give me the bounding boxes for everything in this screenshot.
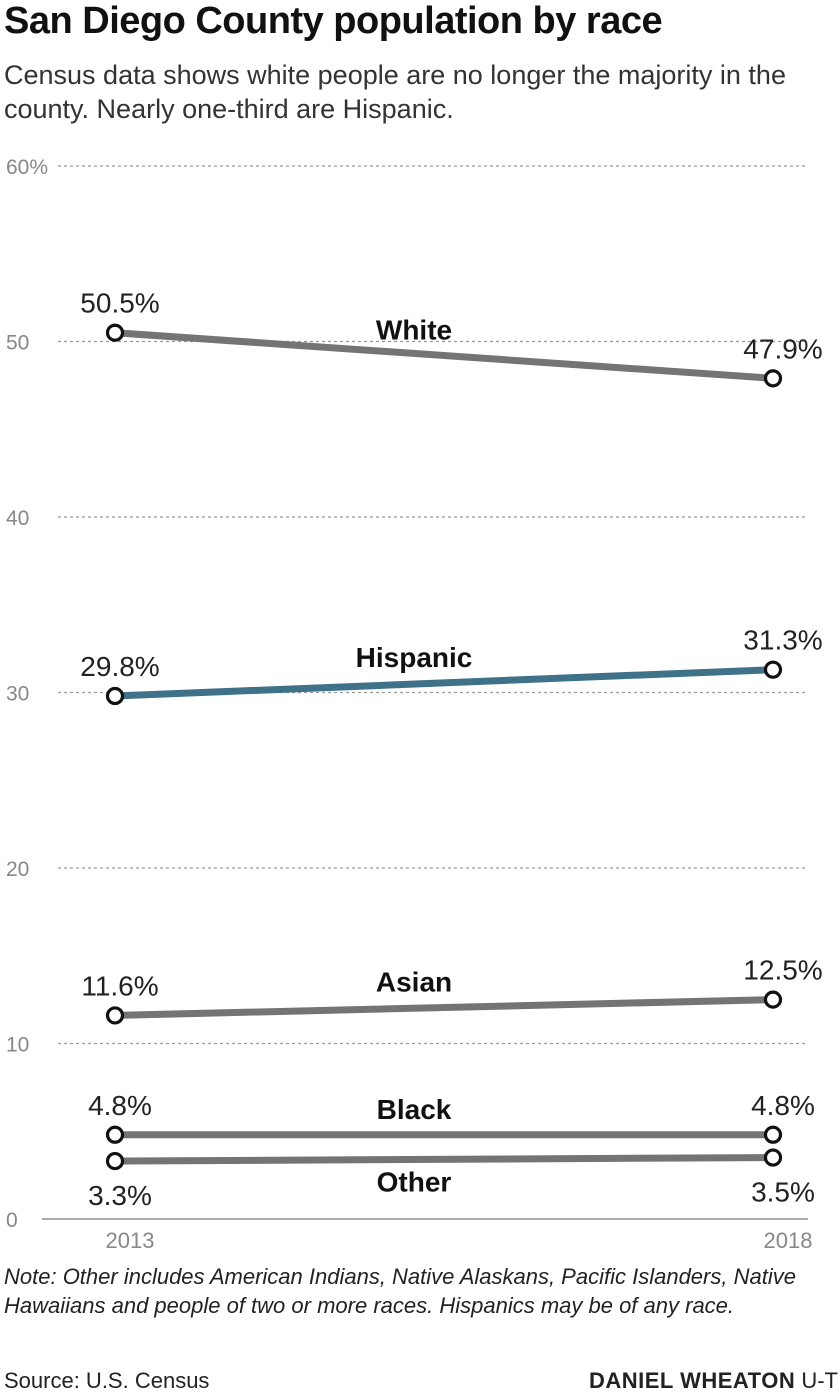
data-label-other-2013: 3.3% xyxy=(88,1180,152,1211)
credit-line: DANIEL WHEATON U-T xyxy=(589,1368,838,1394)
data-label-other-2018: 3.5% xyxy=(751,1177,815,1208)
y-tick-label-50: 50 xyxy=(6,332,29,355)
data-point-black-2013 xyxy=(105,1125,125,1144)
data-point-other-2013 xyxy=(105,1151,125,1171)
y-tick-label-60: 60% xyxy=(6,156,48,179)
source-line: Source: U.S. Census xyxy=(4,1368,210,1393)
chart-title: San Diego County population by race xyxy=(4,0,663,42)
series-name-asian: Asian xyxy=(376,967,452,998)
x-tick-label-2013: 2013 xyxy=(106,1228,155,1253)
series-line-hispanic xyxy=(111,666,777,700)
credit-org: U-T xyxy=(801,1368,838,1393)
series-name-hispanic: Hispanic xyxy=(356,642,473,673)
data-label-white-2013: 50.5% xyxy=(80,288,159,319)
data-point-other-2018 xyxy=(763,1148,783,1167)
x-tick-label-2018: 2018 xyxy=(764,1228,813,1253)
y-tick-label-20: 20 xyxy=(6,858,29,881)
series-name-white: White xyxy=(376,315,452,346)
data-label-asian-2018: 12.5% xyxy=(743,955,822,986)
series-line-asian xyxy=(111,996,777,1019)
data-label-black-2018: 4.8% xyxy=(751,1090,815,1121)
data-label-hispanic-2013: 29.8% xyxy=(80,651,159,682)
series-name-other: Other xyxy=(377,1166,452,1197)
data-point-hispanic-2018 xyxy=(763,660,783,679)
y-tick-label-30: 30 xyxy=(6,683,29,706)
data-point-white-2018 xyxy=(763,369,783,388)
data-point-asian-2018 xyxy=(763,990,783,1009)
data-point-white-2013 xyxy=(105,323,125,342)
data-label-white-2018: 47.9% xyxy=(743,333,822,364)
data-point-black-2018 xyxy=(763,1125,783,1144)
chart-subtitle: Census data shows white people are no lo… xyxy=(4,60,786,124)
chart-note: Note: Other includes American Indians, N… xyxy=(4,1264,796,1318)
line-chart: 0 10 20 30 40 50 60% 2013 2018 50.5% 47.9% White 29.… xyxy=(6,156,823,1253)
data-label-hispanic-2018: 31.3% xyxy=(743,625,822,656)
y-tick-label-40: 40 xyxy=(6,507,29,530)
y-tick-label-10: 10 xyxy=(6,1034,29,1057)
credit-name: DANIEL WHEATON xyxy=(588,1368,796,1393)
series-line-other xyxy=(111,1154,777,1165)
data-point-hispanic-2013 xyxy=(105,686,125,706)
data-label-black-2013: 4.8% xyxy=(88,1090,152,1121)
data-point-asian-2013 xyxy=(105,1006,125,1025)
series-line-white xyxy=(111,329,777,382)
series-name-black: Black xyxy=(377,1094,452,1125)
data-label-asian-2013: 11.6% xyxy=(81,970,158,1001)
y-tick-label-0: 0 xyxy=(6,1209,18,1232)
